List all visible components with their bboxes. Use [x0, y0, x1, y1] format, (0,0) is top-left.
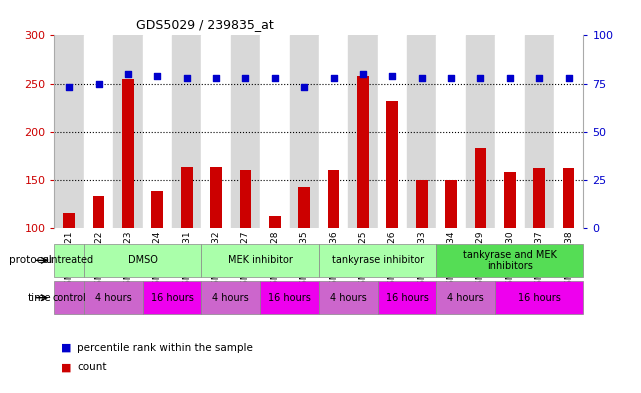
- Point: [358, 71, 368, 77]
- Bar: [378, 281, 437, 314]
- Point: [270, 75, 280, 81]
- Text: DMSO: DMSO: [128, 255, 158, 265]
- Text: time: time: [28, 293, 51, 303]
- Bar: [260, 35, 290, 228]
- Bar: [298, 187, 310, 228]
- Bar: [437, 35, 466, 228]
- Bar: [54, 281, 84, 314]
- Bar: [142, 281, 201, 314]
- Point: [534, 75, 544, 81]
- Text: control: control: [53, 293, 86, 303]
- Point: [476, 75, 486, 81]
- Text: 16 hours: 16 hours: [386, 293, 428, 303]
- Bar: [348, 35, 378, 228]
- Bar: [407, 35, 437, 228]
- Bar: [319, 35, 348, 228]
- Bar: [387, 101, 398, 228]
- Text: count: count: [77, 362, 106, 373]
- Bar: [201, 35, 231, 228]
- Text: tankyrase and MEK
inhibitors: tankyrase and MEK inhibitors: [463, 250, 557, 271]
- Bar: [563, 168, 574, 228]
- Bar: [260, 281, 319, 314]
- Bar: [84, 281, 142, 314]
- Bar: [84, 35, 113, 228]
- Text: 16 hours: 16 hours: [268, 293, 311, 303]
- Point: [181, 75, 192, 81]
- Text: 4 hours: 4 hours: [95, 293, 131, 303]
- Text: ■: ■: [61, 362, 71, 373]
- Bar: [93, 196, 104, 228]
- Point: [446, 75, 456, 81]
- Bar: [231, 35, 260, 228]
- Bar: [172, 35, 201, 228]
- Bar: [328, 170, 340, 228]
- Bar: [54, 244, 84, 277]
- Text: 4 hours: 4 hours: [330, 293, 367, 303]
- Text: 4 hours: 4 hours: [447, 293, 484, 303]
- Bar: [445, 180, 457, 228]
- Bar: [554, 35, 583, 228]
- Point: [299, 84, 310, 90]
- Bar: [122, 79, 134, 228]
- Bar: [378, 35, 407, 228]
- Bar: [240, 170, 251, 228]
- Bar: [84, 244, 201, 277]
- Bar: [54, 35, 84, 228]
- Point: [94, 80, 104, 86]
- Text: protocol: protocol: [8, 255, 51, 265]
- Point: [240, 75, 251, 81]
- Bar: [201, 244, 319, 277]
- Point: [328, 75, 338, 81]
- Bar: [269, 217, 281, 228]
- Bar: [533, 168, 545, 228]
- Point: [123, 71, 133, 77]
- Point: [563, 75, 574, 81]
- Bar: [63, 213, 75, 228]
- Bar: [524, 35, 554, 228]
- Text: 16 hours: 16 hours: [518, 293, 561, 303]
- Point: [64, 84, 74, 90]
- Text: percentile rank within the sample: percentile rank within the sample: [77, 343, 253, 353]
- Text: 4 hours: 4 hours: [212, 293, 249, 303]
- Bar: [437, 281, 495, 314]
- Bar: [201, 281, 260, 314]
- Text: MEK inhibitor: MEK inhibitor: [228, 255, 292, 265]
- Point: [211, 75, 221, 81]
- Bar: [466, 35, 495, 228]
- Bar: [181, 167, 192, 228]
- Bar: [495, 35, 524, 228]
- Bar: [210, 167, 222, 228]
- Text: 16 hours: 16 hours: [151, 293, 194, 303]
- Bar: [495, 281, 583, 314]
- Bar: [416, 180, 428, 228]
- Bar: [290, 35, 319, 228]
- Bar: [474, 148, 487, 228]
- Text: GDS5029 / 239835_at: GDS5029 / 239835_at: [137, 18, 274, 31]
- Point: [152, 73, 162, 79]
- Bar: [319, 244, 437, 277]
- Bar: [319, 281, 378, 314]
- Bar: [437, 244, 583, 277]
- Text: untreated: untreated: [45, 255, 93, 265]
- Text: ■: ■: [61, 343, 71, 353]
- Text: tankyrase inhibitor: tankyrase inhibitor: [331, 255, 424, 265]
- Bar: [504, 172, 516, 228]
- Bar: [151, 191, 163, 228]
- Point: [504, 75, 515, 81]
- Bar: [142, 35, 172, 228]
- Bar: [357, 76, 369, 228]
- Bar: [113, 35, 142, 228]
- Point: [387, 73, 397, 79]
- Point: [417, 75, 427, 81]
